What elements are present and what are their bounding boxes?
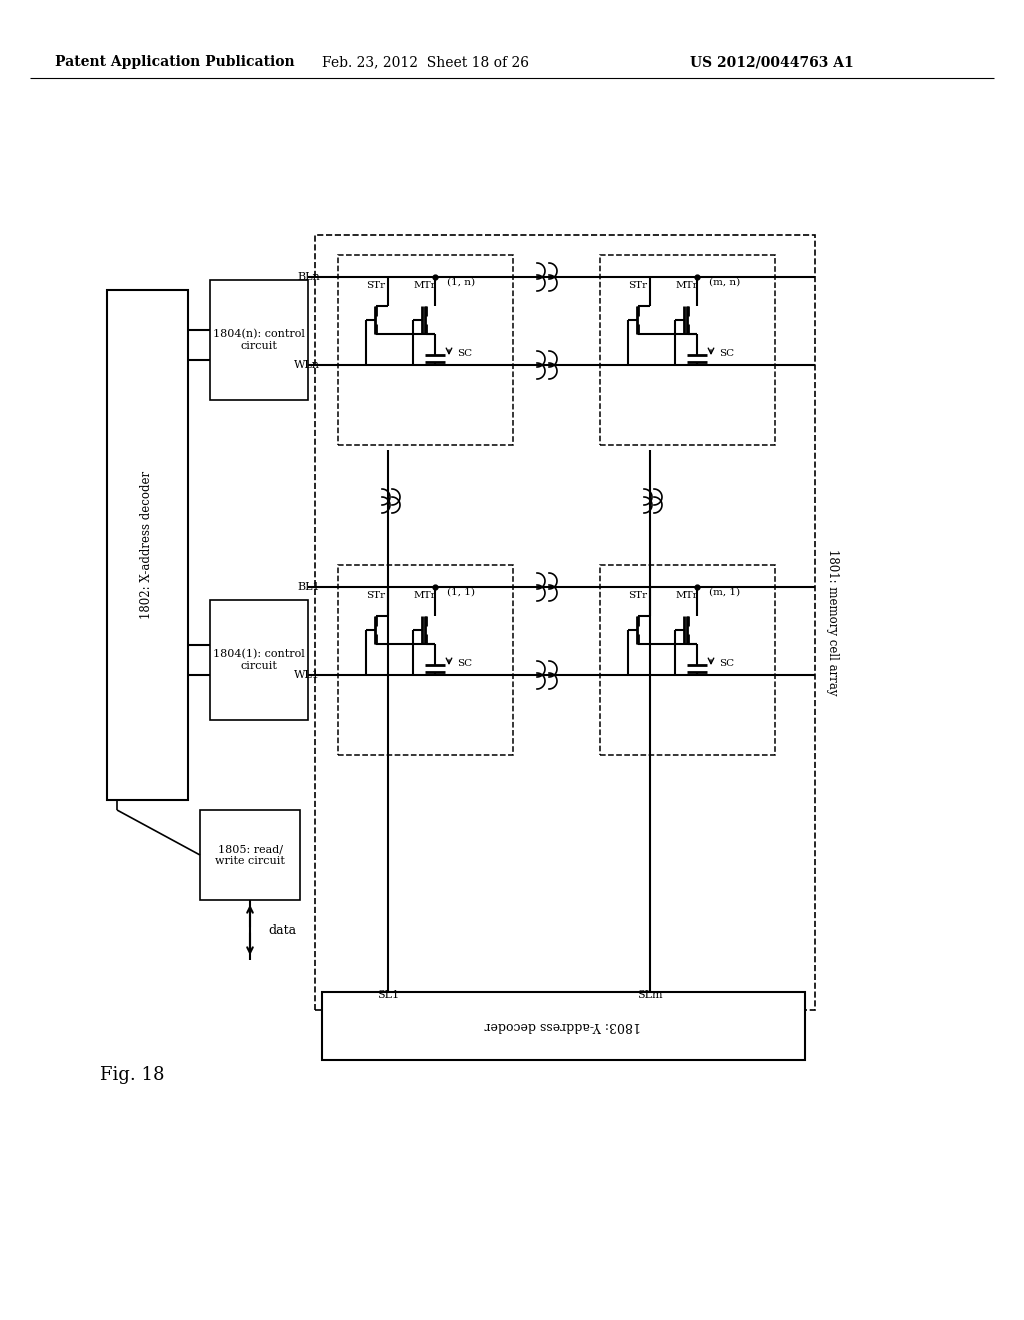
- Text: SC: SC: [457, 348, 472, 358]
- Text: Feb. 23, 2012  Sheet 18 of 26: Feb. 23, 2012 Sheet 18 of 26: [322, 55, 528, 69]
- Text: 1804(1): control
circuit: 1804(1): control circuit: [213, 649, 305, 671]
- Text: Fig. 18: Fig. 18: [100, 1067, 165, 1084]
- Text: WL1: WL1: [294, 671, 319, 680]
- Text: SC: SC: [719, 348, 734, 358]
- Bar: [600, 565, 775, 755]
- Bar: [106, 290, 188, 800]
- Text: BL1: BL1: [297, 582, 319, 591]
- Text: MTr: MTr: [414, 590, 436, 599]
- Text: MTr: MTr: [676, 590, 698, 599]
- Bar: [210, 601, 308, 719]
- Bar: [322, 993, 805, 1060]
- Text: Patent Application Publication: Patent Application Publication: [55, 55, 295, 69]
- Bar: [338, 565, 513, 755]
- Text: data: data: [268, 924, 296, 936]
- Text: SC: SC: [457, 659, 472, 668]
- Text: 1802: X-address decoder: 1802: X-address decoder: [140, 471, 154, 619]
- Text: SC: SC: [719, 659, 734, 668]
- Text: SLm: SLm: [637, 990, 663, 1001]
- Text: 1803: Y-address decoder: 1803: Y-address decoder: [484, 1019, 641, 1032]
- Bar: [315, 235, 815, 1010]
- Text: (m, n): (m, n): [709, 277, 740, 286]
- Text: BLn: BLn: [297, 272, 319, 282]
- Text: 1801: memory cell array: 1801: memory cell array: [826, 549, 840, 696]
- Text: (1, n): (1, n): [447, 277, 475, 286]
- Text: 1804(n): control
circuit: 1804(n): control circuit: [213, 329, 305, 351]
- Text: US 2012/0044763 A1: US 2012/0044763 A1: [690, 55, 854, 69]
- Text: STr: STr: [367, 281, 386, 289]
- Text: WLn: WLn: [294, 360, 319, 370]
- Text: MTr: MTr: [414, 281, 436, 289]
- Bar: [200, 810, 300, 900]
- Text: (m, 1): (m, 1): [709, 587, 740, 597]
- Bar: [338, 255, 513, 445]
- Text: 1805: read/
write circuit: 1805: read/ write circuit: [215, 845, 285, 866]
- Text: STr: STr: [367, 590, 386, 599]
- Text: STr: STr: [629, 281, 647, 289]
- Bar: [210, 280, 308, 400]
- Text: MTr: MTr: [676, 281, 698, 289]
- Text: SL1: SL1: [377, 990, 399, 1001]
- Bar: [600, 255, 775, 445]
- Text: (1, 1): (1, 1): [447, 587, 475, 597]
- Text: STr: STr: [629, 590, 647, 599]
